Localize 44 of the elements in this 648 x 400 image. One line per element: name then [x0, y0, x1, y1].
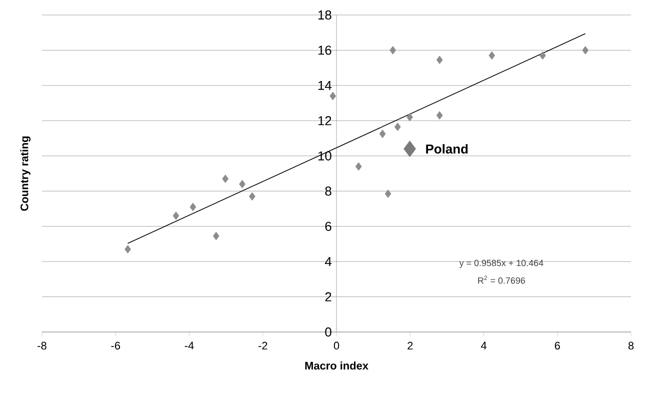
point [355, 162, 362, 171]
y-tick-label: 0 [325, 327, 332, 337]
y-tick-label: 16 [318, 46, 332, 55]
y-tick-label: 2 [325, 292, 332, 302]
y-tick-label: 4 [324, 257, 332, 266]
x-tick-label: 2 [408, 342, 413, 350]
point [239, 180, 246, 188]
x-tick-label: -2 [258, 342, 268, 350]
y-axis-title: Country rating [20, 136, 30, 211]
point [190, 202, 196, 212]
x-tick-label: 0 [334, 342, 340, 350]
series-label: Poland [426, 144, 468, 154]
x-tick-label: 6 [554, 342, 560, 350]
point [582, 46, 589, 54]
y-tick-label: 6 [325, 222, 332, 231]
point [330, 92, 336, 100]
point [249, 192, 256, 201]
x-tick-label: -4 [184, 342, 194, 350]
point [406, 112, 413, 122]
point [404, 140, 416, 158]
y-tick-label: 12 [318, 116, 332, 126]
x-tick-label: 8 [628, 342, 634, 350]
y-tick-label: 8 [325, 186, 332, 196]
point [394, 122, 401, 132]
annotation: R$^{2}$ = 0.7696 [478, 276, 525, 284]
y-tick-label: 10 [318, 151, 332, 160]
x-tick-label: -8 [38, 342, 46, 350]
point [390, 46, 396, 54]
point [124, 245, 131, 254]
annotation: y = 0.9585x + 10.464 [459, 260, 544, 268]
point [436, 56, 443, 64]
point [488, 51, 496, 60]
y-tick-label: 18 [318, 10, 332, 20]
point [212, 232, 220, 240]
x-axis-title: Macro index [305, 362, 368, 370]
point [436, 111, 443, 120]
x-tick-label: 4 [480, 342, 486, 350]
x-tick-label: -6 [111, 342, 120, 350]
point [222, 174, 229, 183]
point [379, 130, 386, 138]
point [384, 190, 392, 198]
y-tick-label: 14 [318, 80, 332, 90]
point [172, 212, 180, 220]
point [539, 51, 546, 60]
